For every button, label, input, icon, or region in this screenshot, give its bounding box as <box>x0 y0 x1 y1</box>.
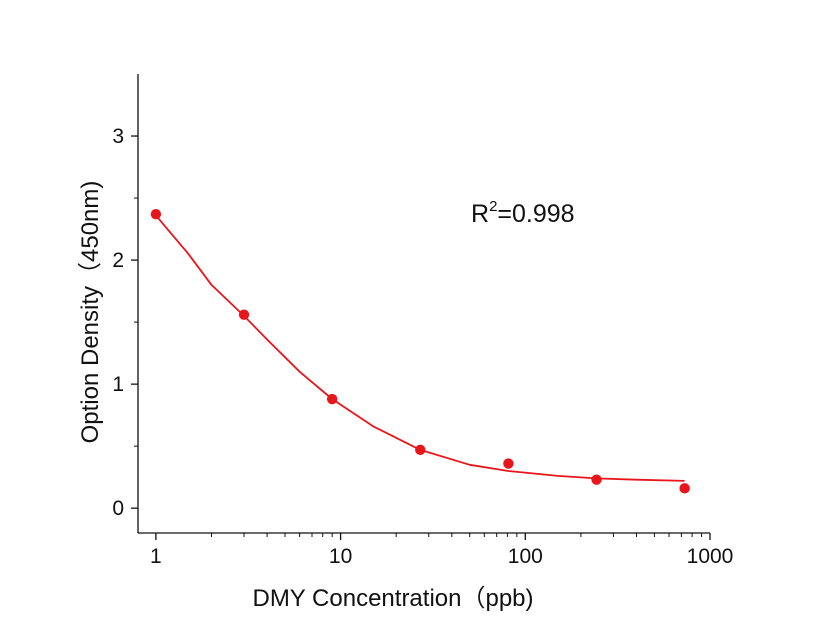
data-point <box>679 483 690 494</box>
x-tick-label: 100 <box>508 545 543 568</box>
r-squared-annotation: R2=0.998 <box>471 198 575 228</box>
data-point <box>326 393 338 405</box>
x-tick-label: 1000 <box>687 545 734 568</box>
data-point <box>415 444 426 456</box>
y-tick-label: 0 <box>112 497 124 520</box>
data-points <box>150 208 690 494</box>
data-point <box>150 208 162 220</box>
fit-curve <box>155 214 685 482</box>
data-point <box>591 474 602 485</box>
ticks: 0 1 2 3 1 10 100 1000 <box>112 125 733 568</box>
y-tick-label: 1 <box>112 373 124 396</box>
data-point <box>238 309 250 320</box>
y-tick-label: 3 <box>112 125 124 148</box>
y-tick-label: 2 <box>112 249 124 272</box>
r-squared-prefix: R <box>471 200 489 228</box>
x-axis-title: DMY Concentration（ppb) <box>252 585 533 612</box>
r-squared-superscript: 2 <box>489 198 497 215</box>
data-point <box>503 458 514 469</box>
axes <box>137 74 710 534</box>
x-tick-label: 1 <box>150 545 162 568</box>
x-tick-label: 10 <box>329 545 352 568</box>
r-squared-value: =0.998 <box>497 200 574 228</box>
fit-line <box>155 214 685 482</box>
y-axis-title: Option Density（450nm) <box>77 181 104 444</box>
